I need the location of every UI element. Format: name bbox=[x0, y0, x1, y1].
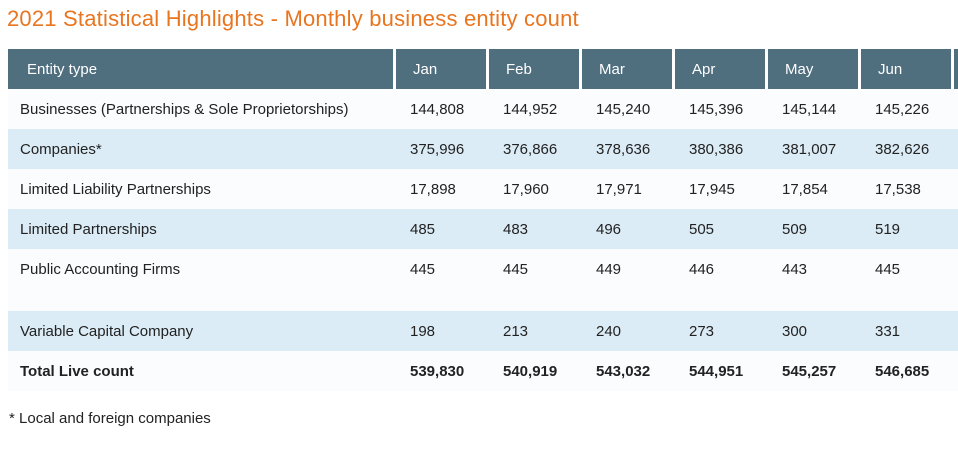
cell-value: 496 bbox=[596, 220, 622, 238]
cell-value: 145,144 bbox=[782, 100, 837, 118]
entity-count-table: Entity type Jan Feb Mar Apr May Jun Businesse… bbox=[8, 49, 958, 391]
table-row: Public Accounting Firms 445 445 449 446 443 44… bbox=[8, 249, 958, 289]
table-row: Variable Capital Company 198 213 240 273 300 3… bbox=[8, 311, 958, 351]
cell-value: 505 bbox=[689, 220, 715, 238]
row-label: Total Live count bbox=[20, 362, 134, 380]
cell-value: 449 bbox=[596, 260, 622, 278]
page-title: 2021 Statistical Highlights - Monthly bu… bbox=[7, 6, 579, 31]
cell-value: 445 bbox=[503, 260, 529, 278]
table-row: Companies* 375,996 376,866 378,636 380,386 38… bbox=[8, 129, 958, 169]
cell-value: 543,032 bbox=[596, 362, 651, 380]
row-label: Limited Liability Partnerships bbox=[20, 180, 211, 198]
cell-value: 145,226 bbox=[875, 100, 930, 118]
col-header-month-jun: Jun bbox=[858, 49, 951, 89]
cell-value: 17,945 bbox=[689, 180, 735, 198]
cell-value: 17,538 bbox=[875, 180, 921, 198]
cell-value: 144,952 bbox=[503, 100, 558, 118]
row-label: Limited Partnerships bbox=[20, 220, 157, 238]
table-body: Businesses (Partnerships & Sole Propriet… bbox=[8, 89, 958, 391]
cell-value: 144,808 bbox=[410, 100, 465, 118]
cell-value: 198 bbox=[410, 322, 436, 340]
cell-value: 445 bbox=[875, 260, 901, 278]
row-label: Businesses (Partnerships & Sole Propriet… bbox=[20, 100, 349, 118]
col-header-month-jan: Jan bbox=[393, 49, 486, 89]
cell-value: 445 bbox=[410, 260, 436, 278]
cell-value: 17,971 bbox=[596, 180, 642, 198]
cell-value: 376,866 bbox=[503, 140, 558, 158]
col-header-month-may: May bbox=[765, 49, 858, 89]
cell-value: 300 bbox=[782, 322, 808, 340]
cell-value: 17,854 bbox=[782, 180, 828, 198]
cell-value: 540,919 bbox=[503, 362, 558, 380]
cell-value: 240 bbox=[596, 322, 622, 340]
cell-value: 485 bbox=[410, 220, 436, 238]
col-header-month-mar: Mar bbox=[579, 49, 672, 89]
cell-value: 539,830 bbox=[410, 362, 465, 380]
cell-value: 145,396 bbox=[689, 100, 744, 118]
footnote: * Local and foreign companies bbox=[9, 410, 211, 427]
col-header-month-feb: Feb bbox=[486, 49, 579, 89]
cell-value: 483 bbox=[503, 220, 529, 238]
cell-value: 381,007 bbox=[782, 140, 837, 158]
table-row: Limited Partnerships 485 483 496 505 509 519 bbox=[8, 209, 958, 249]
col-header-month-apr: Apr bbox=[672, 49, 765, 89]
cell-value: 17,960 bbox=[503, 180, 549, 198]
spacer-row bbox=[8, 289, 958, 311]
page: 2021 Statistical Highlights - Monthly bu… bbox=[0, 5, 958, 427]
cell-value: 378,636 bbox=[596, 140, 651, 158]
cell-value: 443 bbox=[782, 260, 808, 278]
cell-value: 446 bbox=[689, 260, 715, 278]
table-row: Total Live count 539,830 540,919 543,032 544… bbox=[8, 351, 958, 391]
cell-value: 17,898 bbox=[410, 180, 456, 198]
cell-value: 545,257 bbox=[782, 362, 837, 380]
col-header-entity-type: Entity type bbox=[27, 60, 98, 78]
cell-value: 380,386 bbox=[689, 140, 744, 158]
cell-value: 331 bbox=[875, 322, 901, 340]
cell-value: 145,240 bbox=[596, 100, 651, 118]
cell-value: 382,626 bbox=[875, 140, 930, 158]
cell-value: 519 bbox=[875, 220, 901, 238]
cell-value: 544,951 bbox=[689, 362, 744, 380]
header-row: Entity type Jan Feb Mar Apr May Jun bbox=[8, 49, 958, 89]
row-label: Companies* bbox=[20, 140, 102, 158]
row-label: Public Accounting Firms bbox=[20, 260, 181, 278]
cell-value: 509 bbox=[782, 220, 808, 238]
cell-value: 375,996 bbox=[410, 140, 465, 158]
cell-value: 213 bbox=[503, 322, 529, 340]
col-header-overflow-partial bbox=[951, 49, 958, 89]
row-label: Variable Capital Company bbox=[20, 322, 194, 340]
cell-value: 273 bbox=[689, 322, 715, 340]
table-row: Limited Liability Partnerships 17,898 17,9… bbox=[8, 169, 958, 209]
cell-value: 546,685 bbox=[875, 362, 930, 380]
table-row: Businesses (Partnerships & Sole Propriet… bbox=[8, 89, 958, 129]
